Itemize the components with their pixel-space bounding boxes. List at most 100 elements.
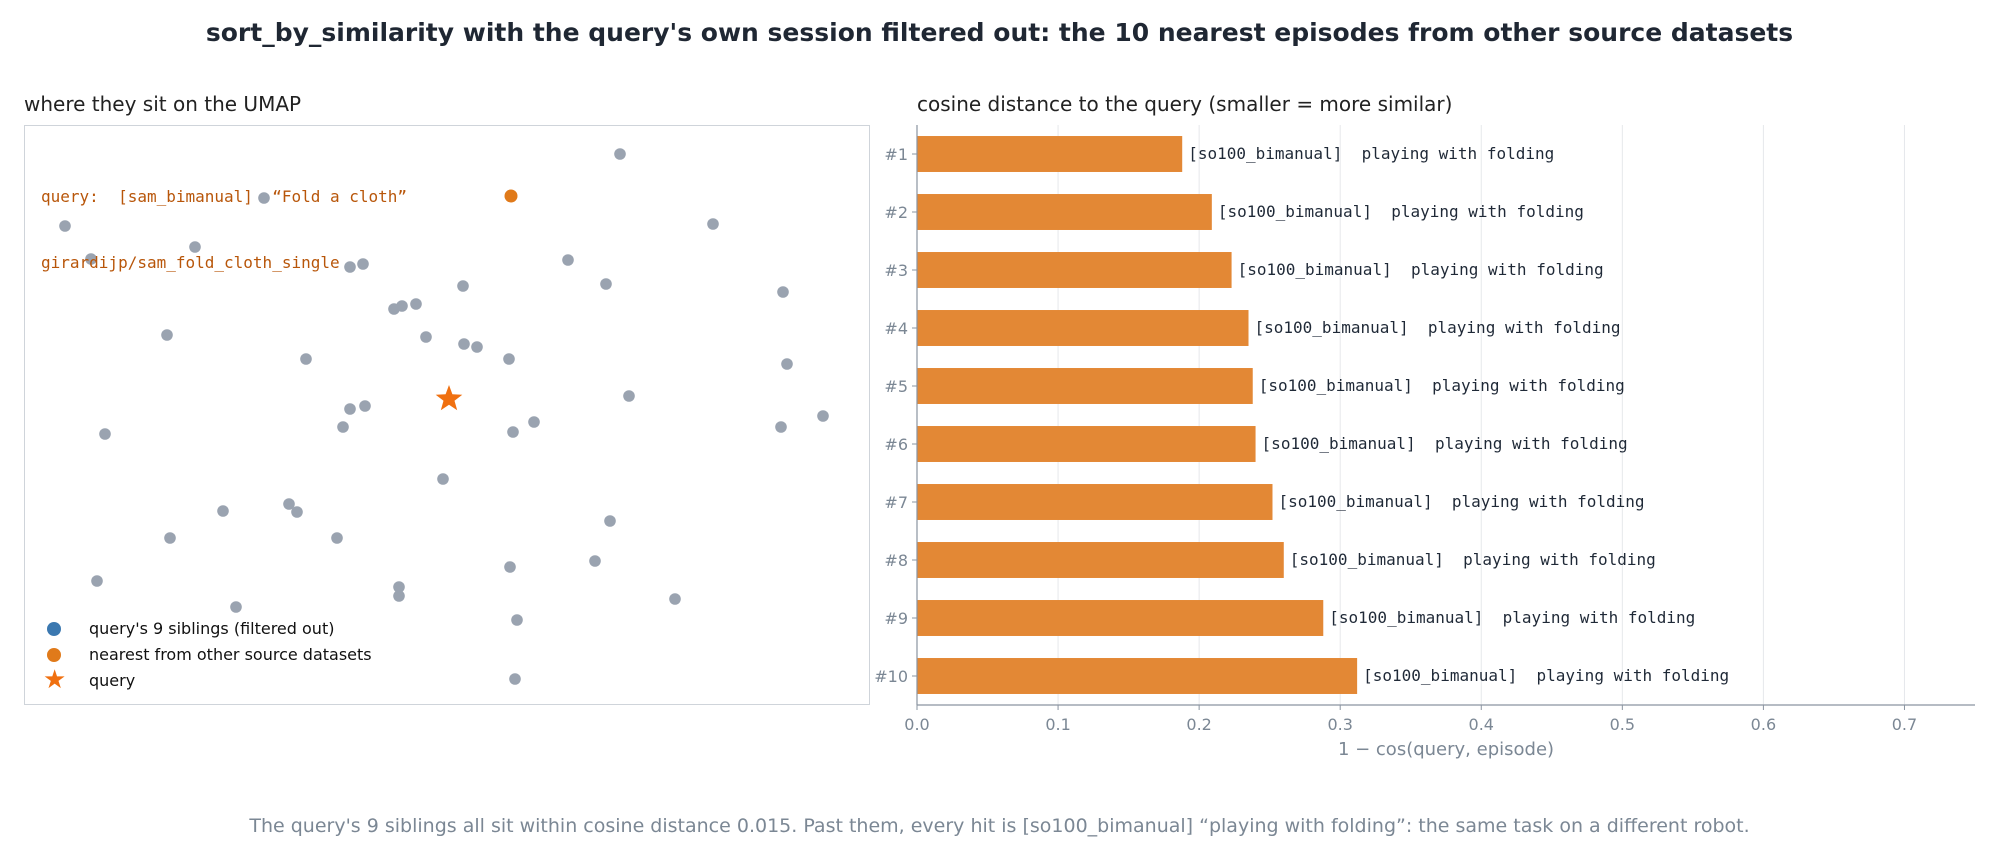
umap-point-17 bbox=[300, 353, 312, 365]
umap-point-8 bbox=[357, 258, 369, 270]
umap-nearest-point-1 bbox=[504, 189, 518, 203]
y-tick-label-rank-10: #10 bbox=[874, 667, 908, 686]
umap-scatter-panel: query: [sam_bimanual] “Fold a cloth” gir… bbox=[24, 125, 870, 705]
umap-point-27 bbox=[337, 421, 349, 433]
umap-point-20 bbox=[471, 341, 483, 353]
bar-label-rank-2: [so100_bimanual] playing with folding bbox=[1218, 202, 1584, 221]
x-tick-label-3: 0.3 bbox=[1327, 715, 1352, 734]
umap-point-37 bbox=[164, 532, 176, 544]
y-tick-label-rank-8: #8 bbox=[884, 551, 908, 570]
y-tick-label-rank-1: #1 bbox=[884, 145, 908, 164]
umap-point-42 bbox=[393, 590, 405, 602]
umap-point-4 bbox=[189, 241, 201, 253]
bar-label-rank-9: [so100_bimanual] playing with folding bbox=[1329, 608, 1695, 627]
umap-point-22 bbox=[781, 358, 793, 370]
umap-point-38 bbox=[331, 532, 343, 544]
bar-label-rank-8: [so100_bimanual] playing with folding bbox=[1290, 550, 1656, 569]
x-tick-label-6: 0.6 bbox=[1751, 715, 1776, 734]
bar-label-rank-5: [so100_bimanual] playing with folding bbox=[1259, 376, 1625, 395]
umap-point-9 bbox=[562, 254, 574, 266]
umap-point-7 bbox=[344, 261, 356, 273]
bar-label-rank-7: [so100_bimanual] playing with folding bbox=[1278, 492, 1644, 511]
umap-point-44 bbox=[230, 601, 242, 613]
legend-entry-nearest: nearest from other source datasets bbox=[39, 642, 372, 668]
legend-star-icon-query: ★ bbox=[43, 665, 67, 695]
legend-dot-icon-siblings bbox=[47, 622, 61, 636]
bar-label-rank-3: [so100_bimanual] playing with folding bbox=[1238, 260, 1604, 279]
umap-point-6 bbox=[707, 218, 719, 230]
umap-point-15 bbox=[410, 298, 422, 310]
figure-caption: The query's 9 siblings all sit within co… bbox=[249, 815, 1750, 837]
bar-rank-6 bbox=[917, 426, 1256, 462]
bar-label-rank-4: [so100_bimanual] playing with folding bbox=[1255, 318, 1621, 337]
y-tick-label-rank-2: #2 bbox=[884, 203, 908, 222]
distance-bar-chart: 0.0 0.1 0.2 0.3 0.4 0.5 0.6 0.7 #1 [so100_bimanua… bbox=[874, 125, 1975, 760]
umap-legend: query's 9 siblings (filtered out) neares… bbox=[39, 616, 372, 694]
y-tick-label-rank-6: #6 bbox=[884, 435, 908, 454]
umap-point-1 bbox=[614, 148, 626, 160]
umap-point-18 bbox=[420, 331, 432, 343]
umap-point-47 bbox=[509, 673, 521, 685]
x-tick-label-1: 0.1 bbox=[1045, 715, 1070, 734]
legend-entry-query: ★ query bbox=[39, 665, 372, 695]
x-axis-label: 1 − cos(query, episode) bbox=[1338, 739, 1554, 760]
umap-point-32 bbox=[437, 473, 449, 485]
bar-rank-4 bbox=[917, 310, 1249, 346]
umap-point-46 bbox=[511, 614, 523, 626]
umap-point-33 bbox=[283, 498, 295, 510]
x-tick-label-4: 0.4 bbox=[1469, 715, 1494, 734]
umap-point-24 bbox=[359, 400, 371, 412]
umap-point-45 bbox=[669, 593, 681, 605]
umap-point-19 bbox=[458, 338, 470, 350]
umap-point-25 bbox=[623, 390, 635, 402]
figure-title: sort_by_similarity with the query's own … bbox=[205, 18, 1794, 47]
legend-label-nearest: nearest from other source datasets bbox=[89, 645, 372, 664]
y-tick-label-rank-7: #7 bbox=[884, 493, 908, 512]
umap-point-11 bbox=[457, 280, 469, 292]
umap-point-12 bbox=[777, 286, 789, 298]
y-tick-label-rank-4: #4 bbox=[884, 319, 908, 338]
distance-panel-title: cosine distance to the query (smaller = … bbox=[917, 92, 1453, 116]
umap-point-16 bbox=[161, 329, 173, 341]
umap-point-40 bbox=[504, 561, 516, 573]
umap-point-10 bbox=[600, 278, 612, 290]
umap-point-39 bbox=[589, 555, 601, 567]
x-tick-label-2: 0.2 bbox=[1186, 715, 1211, 734]
bar-rank-7 bbox=[917, 484, 1273, 520]
query-annotation: query: [sam_bimanual] “Fold a cloth” gir… bbox=[41, 142, 407, 318]
x-tick-label-5: 0.5 bbox=[1610, 715, 1635, 734]
umap-point-3 bbox=[85, 253, 97, 265]
bar-label-rank-6: [so100_bimanual] playing with folding bbox=[1262, 434, 1628, 453]
x-tick-label-7: 0.7 bbox=[1892, 715, 1917, 734]
bar-rank-9 bbox=[917, 600, 1324, 636]
bar-label-rank-10: [so100_bimanual] playing with folding bbox=[1363, 666, 1729, 685]
umap-point-41 bbox=[393, 581, 405, 593]
umap-point-31 bbox=[817, 410, 829, 422]
umap-point-35 bbox=[217, 505, 229, 517]
umap-point-21 bbox=[503, 353, 515, 365]
x-tick-label-0: 0.0 bbox=[904, 715, 929, 734]
bar-rank-10 bbox=[917, 658, 1358, 694]
y-tick-label-rank-9: #9 bbox=[884, 609, 908, 628]
legend-label-siblings: query's 9 siblings (filtered out) bbox=[89, 619, 335, 638]
query-annotation-line-1: query: [sam_bimanual] “Fold a cloth” bbox=[41, 187, 408, 206]
umap-point-43 bbox=[91, 575, 103, 587]
bar-rank-8 bbox=[917, 542, 1284, 578]
y-tick-label-rank-3: #3 bbox=[884, 261, 908, 280]
bar-rank-2 bbox=[917, 194, 1212, 230]
umap-point-14 bbox=[396, 300, 408, 312]
query-annotation-line-2: girardijp/sam_fold_cloth_single bbox=[41, 253, 340, 272]
umap-point-5 bbox=[258, 192, 270, 204]
umap-point-28 bbox=[528, 416, 540, 428]
bar-rank-3 bbox=[917, 252, 1232, 288]
y-tick-label-rank-5: #5 bbox=[884, 377, 908, 396]
bar-rank-1 bbox=[917, 136, 1183, 172]
umap-point-30 bbox=[775, 421, 787, 433]
umap-point-36 bbox=[604, 515, 616, 527]
legend-entry-siblings: query's 9 siblings (filtered out) bbox=[39, 616, 372, 642]
umap-point-26 bbox=[99, 428, 111, 440]
umap-point-34 bbox=[291, 506, 303, 518]
umap-query-star bbox=[435, 385, 463, 411]
umap-panel-title: where they sit on the UMAP bbox=[24, 92, 302, 116]
umap-point-23 bbox=[344, 403, 356, 415]
